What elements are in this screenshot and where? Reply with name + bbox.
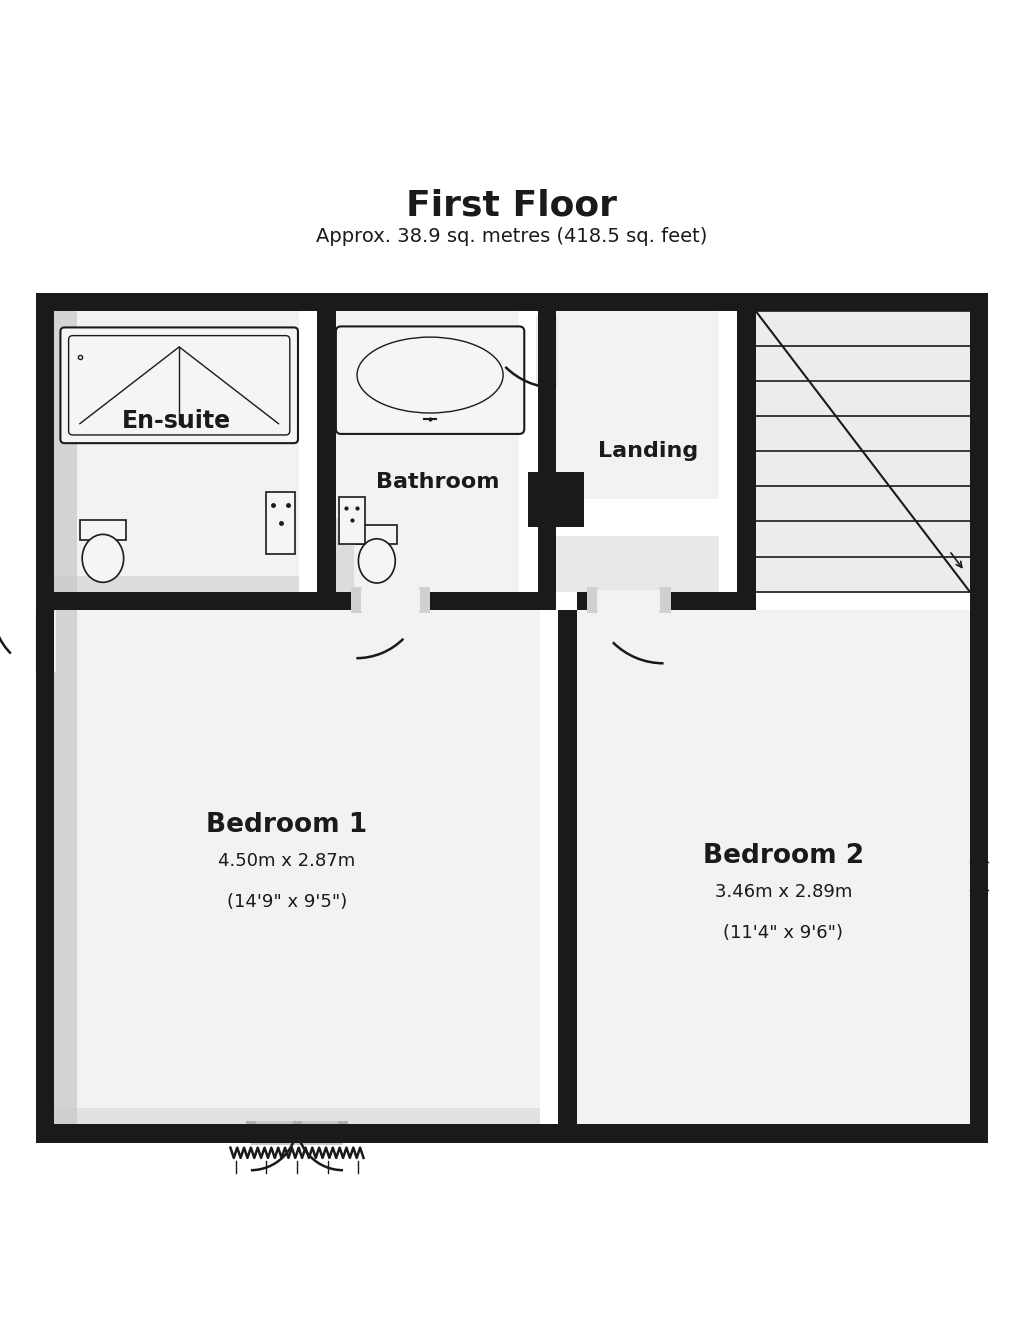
Bar <box>339 497 365 544</box>
Bar <box>538 500 556 610</box>
Text: Bathroom: Bathroom <box>376 471 500 492</box>
Bar <box>536 316 558 388</box>
Text: (14'9" x 9'5"): (14'9" x 9'5") <box>226 893 347 911</box>
Bar <box>266 493 295 553</box>
Bar <box>538 293 556 518</box>
Bar <box>80 520 126 540</box>
Text: Approx. 38.9 sq. metres (418.5 sq. feet): Approx. 38.9 sq. metres (418.5 sq. feet) <box>316 227 708 246</box>
Bar <box>556 312 719 500</box>
Bar <box>659 587 670 614</box>
Bar <box>54 312 299 592</box>
Text: 3.46m x 2.89m: 3.46m x 2.89m <box>715 882 852 901</box>
Bar <box>970 835 988 917</box>
Bar <box>420 587 430 614</box>
Bar <box>592 590 664 611</box>
Text: 4.50m x 2.87m: 4.50m x 2.87m <box>218 851 355 870</box>
FancyBboxPatch shape <box>336 326 524 434</box>
Bar <box>538 500 577 518</box>
Bar <box>419 587 429 614</box>
FancyBboxPatch shape <box>69 336 290 435</box>
Bar <box>54 576 299 592</box>
Bar <box>36 293 988 312</box>
Text: (11'4" x 9'6"): (11'4" x 9'6") <box>723 924 844 941</box>
Text: Bedroom 1: Bedroom 1 <box>206 813 368 838</box>
Bar <box>317 312 336 610</box>
Bar <box>351 587 361 614</box>
Bar <box>737 312 756 610</box>
Bar <box>36 293 54 1143</box>
Bar <box>35 610 56 672</box>
Bar <box>352 587 362 614</box>
Bar <box>577 610 970 1124</box>
Bar <box>538 500 577 518</box>
Bar <box>970 293 988 1143</box>
Bar <box>54 592 317 610</box>
Text: Landing: Landing <box>598 442 697 462</box>
Bar <box>556 536 719 592</box>
Bar <box>338 1121 348 1143</box>
Bar <box>592 590 664 610</box>
Bar <box>36 293 54 1143</box>
Bar <box>293 1121 302 1143</box>
Bar <box>532 492 571 526</box>
Bar <box>54 610 540 1124</box>
Bar <box>587 587 597 614</box>
Bar <box>246 1121 256 1143</box>
Text: First Floor: First Floor <box>407 188 617 223</box>
Bar <box>970 293 988 1143</box>
Bar <box>577 592 737 610</box>
Bar <box>251 1121 343 1144</box>
Bar <box>54 592 317 610</box>
Bar <box>54 1108 540 1124</box>
Bar <box>36 293 988 312</box>
Bar <box>737 312 756 610</box>
Text: Bedroom 2: Bedroom 2 <box>702 843 864 869</box>
Bar <box>756 312 970 592</box>
Bar <box>660 587 671 614</box>
Ellipse shape <box>82 535 124 583</box>
Bar <box>538 500 556 536</box>
Bar <box>356 590 423 610</box>
Bar <box>54 312 77 592</box>
Bar <box>36 1124 988 1143</box>
Bar <box>336 592 538 610</box>
Bar <box>336 518 354 592</box>
Text: En-suite: En-suite <box>122 408 231 432</box>
Bar <box>336 592 538 610</box>
Ellipse shape <box>357 337 503 414</box>
Bar <box>558 610 577 1124</box>
Bar <box>54 610 77 1124</box>
Bar <box>588 587 598 614</box>
Bar <box>356 590 423 611</box>
Bar <box>317 312 336 610</box>
Bar <box>356 525 397 544</box>
Bar <box>528 471 584 526</box>
Bar <box>36 1124 988 1143</box>
Bar <box>577 592 737 610</box>
Bar <box>336 312 519 592</box>
Ellipse shape <box>358 539 395 583</box>
Bar <box>538 312 556 518</box>
Bar <box>558 610 577 1124</box>
FancyBboxPatch shape <box>60 328 298 443</box>
